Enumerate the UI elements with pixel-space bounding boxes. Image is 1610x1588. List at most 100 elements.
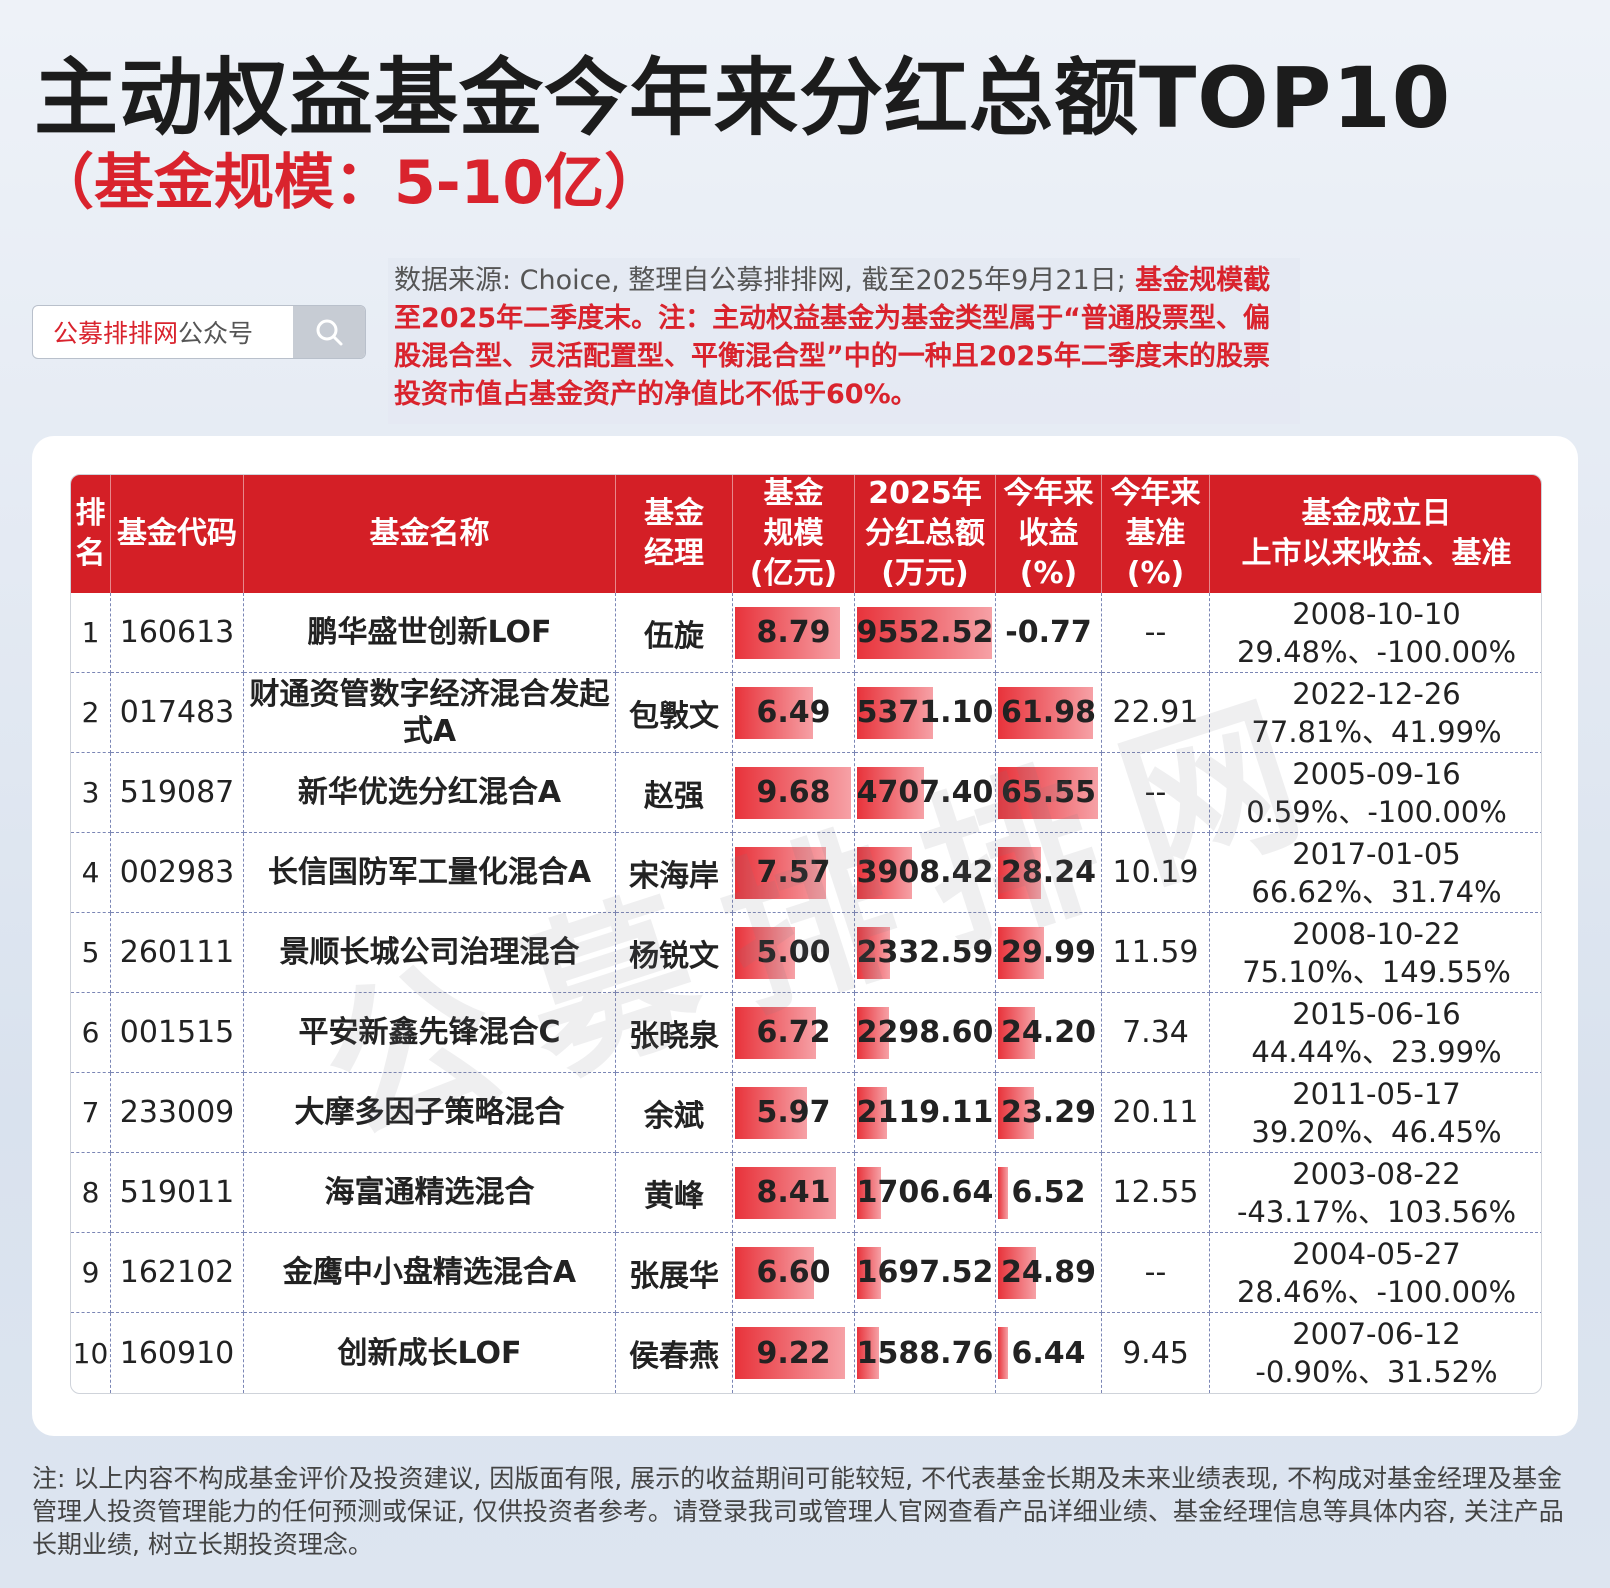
bench-value: -- (1144, 615, 1167, 650)
dividend-value: 2332.59 (856, 935, 994, 970)
scale-value: 6.49 (756, 695, 831, 730)
cell-scale: 5.00 (733, 913, 855, 993)
cell-ret: 24.89 (996, 1233, 1102, 1313)
cell-dividend: 2119.11 (855, 1073, 996, 1153)
cell-manager: 余斌 (616, 1073, 733, 1153)
cell-code: 160613 (111, 593, 244, 673)
cell-scale: 9.68 (733, 753, 855, 833)
cell-ret: 65.55 (996, 753, 1102, 833)
value-bar (857, 1007, 890, 1059)
code-value: 017483 (119, 695, 235, 730)
cell-est: 2017-01-05 66.62%、31.74% (1210, 833, 1541, 913)
value-bar (998, 847, 1042, 899)
cell-est: 2022-12-26 77.81%、41.99% (1210, 673, 1541, 753)
dividend-value: 4707.40 (856, 775, 994, 810)
scale-value: 8.79 (756, 615, 831, 650)
code-value: 160613 (119, 615, 235, 650)
ret-value: 6.44 (1011, 1335, 1086, 1371)
scale-value: 9.22 (756, 1335, 831, 1371)
established-date: 2004-05-27 (1292, 1236, 1461, 1271)
cell-ret: 23.29 (996, 1073, 1102, 1153)
rank-value: 5 (81, 936, 100, 969)
value-bar (998, 767, 1098, 819)
search-label[interactable]: 公募排排网 公众号 (33, 306, 293, 358)
cell-dividend: 1697.52 (855, 1233, 996, 1313)
bench-value: 9.45 (1122, 1335, 1189, 1371)
rank-value: 3 (81, 776, 100, 809)
established-date: 2007-06-12 (1292, 1317, 1461, 1351)
ret-value: 65.55 (1001, 775, 1096, 810)
cell-rank: 8 (71, 1153, 111, 1233)
cell-dividend: 5371.10 (855, 673, 996, 753)
rank-value: 10 (72, 1336, 109, 1370)
scale-value: 6.72 (756, 1015, 831, 1050)
manager-value: 黄峰 (644, 1178, 704, 1214)
cell-bench: 20.11 (1102, 1073, 1210, 1153)
value-bar (735, 1247, 815, 1299)
page-subtitle: （基金规模：5-10亿） (34, 148, 665, 218)
cell-rank: 1 (71, 593, 111, 673)
value-bar (857, 1247, 881, 1299)
value-bar (998, 1167, 1008, 1219)
cell-manager: 张展华 (616, 1233, 733, 1313)
cell-ret: 6.44 (996, 1313, 1102, 1393)
dividend-value: 1588.76 (856, 1335, 994, 1371)
header-est: 基金成立日 上市以来收益、基准 (1210, 475, 1541, 593)
value-bar (857, 1327, 880, 1379)
bench-value: 11.59 (1112, 935, 1199, 970)
cell-bench: 9.45 (1102, 1313, 1210, 1393)
name-value: 新华优选分红混合A (297, 775, 562, 810)
ret-value: 23.29 (1001, 1095, 1096, 1130)
code-value: 001515 (119, 1015, 235, 1050)
cell-scale: 6.72 (733, 993, 855, 1073)
cell-bench: -- (1102, 593, 1210, 673)
value-bar (857, 927, 890, 979)
cell-rank: 3 (71, 753, 111, 833)
ret-value: 24.89 (1001, 1255, 1096, 1290)
since-inception-return-benchmark: 0.59%、-100.00% (1246, 794, 1507, 829)
cell-manager: 宋海岸 (616, 833, 733, 913)
cell-rank: 2 (71, 673, 111, 753)
cell-dividend: 2332.59 (855, 913, 996, 993)
cell-scale: 7.57 (733, 833, 855, 913)
cell-code: 160910 (111, 1313, 244, 1393)
dividend-value: 2298.60 (856, 1015, 994, 1050)
cell-rank: 5 (71, 913, 111, 993)
since-inception-return-benchmark: 44.44%、23.99% (1251, 1034, 1502, 1069)
cell-name: 长信国防军工量化混合A (244, 833, 616, 913)
value-bar (735, 767, 851, 819)
value-bar (735, 1327, 846, 1379)
name-value: 金鹰中小盘精选混合A (282, 1255, 577, 1290)
since-inception-return-benchmark: -0.90%、31.52% (1255, 1355, 1498, 1389)
search-box[interactable]: 公募排排网 公众号 (32, 305, 366, 359)
cell-ret: 29.99 (996, 913, 1102, 993)
cell-ret: -0.77 (996, 593, 1102, 673)
cell-bench: 22.91 (1102, 673, 1210, 753)
value-bar (998, 1087, 1034, 1139)
search-button[interactable] (293, 306, 365, 358)
name-value: 财通资管数字经济混合发起式A (249, 676, 610, 749)
dividend-value: 3908.42 (856, 855, 994, 890)
cell-manager: 张晓泉 (616, 993, 733, 1073)
cell-scale: 6.49 (733, 673, 855, 753)
cell-rank: 6 (71, 993, 111, 1073)
code-value: 519087 (119, 775, 235, 810)
ret-value: 6.52 (1011, 1175, 1086, 1210)
cell-code: 260111 (111, 913, 244, 993)
data-source-note: 数据来源: Choice, 整理自公募排排网, 截至2025年9月21日; 基金… (388, 258, 1300, 424)
ret-value: 29.99 (1001, 935, 1096, 970)
since-inception-return-benchmark: 28.46%、-100.00% (1236, 1274, 1517, 1309)
bench-value: -- (1144, 775, 1167, 810)
cell-name: 大摩多因子策略混合 (244, 1073, 616, 1153)
scale-value: 6.60 (756, 1255, 831, 1290)
cell-code: 519087 (111, 753, 244, 833)
page-title: 主动权益基金今年来分红总额TOP10 (34, 49, 1452, 147)
scale-value: 5.97 (756, 1095, 831, 1130)
value-bar (857, 607, 992, 659)
cell-code: 162102 (111, 1233, 244, 1313)
since-inception-return-benchmark: 66.62%、31.74% (1251, 874, 1502, 909)
cell-est: 2005-09-16 0.59%、-100.00% (1210, 753, 1541, 833)
cell-dividend: 2298.60 (855, 993, 996, 1073)
manager-value: 伍旋 (644, 618, 704, 654)
cell-bench: 7.34 (1102, 993, 1210, 1073)
